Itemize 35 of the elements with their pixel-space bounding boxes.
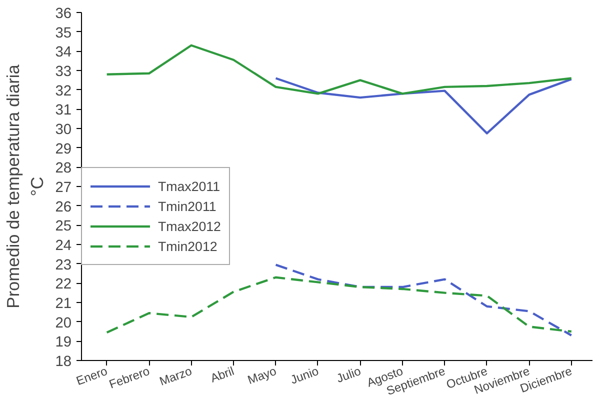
y-tick-label: 27 xyxy=(55,180,72,196)
legend-label: Tmin2011 xyxy=(158,198,216,214)
legend-label: Tmax2012 xyxy=(158,218,221,234)
y-tick-label: 32 xyxy=(55,83,72,100)
y-tick-label: 19 xyxy=(55,334,72,351)
y-tick-label: 30 xyxy=(55,122,72,138)
x-tick-label: Marzo xyxy=(158,364,194,388)
x-tick-label: Mayo xyxy=(246,364,278,388)
y-tick-label: 35 xyxy=(55,25,72,42)
x-tick-label: Junio xyxy=(288,364,321,387)
x-tick-label: Abril xyxy=(208,364,236,386)
x-tick-label: Enero xyxy=(74,364,110,388)
y-tick-label: 31 xyxy=(55,102,72,119)
y-tick-label: 29 xyxy=(55,141,72,158)
y-tick-label: 21 xyxy=(55,296,72,312)
y-tick-label: 24 xyxy=(55,238,72,254)
line-series xyxy=(274,264,572,336)
y-tick-label: 33 xyxy=(55,64,72,80)
y-tick-label: 23 xyxy=(55,257,72,274)
y-tick-label: 20 xyxy=(55,315,72,332)
y-tick-label: 25 xyxy=(55,218,72,235)
x-tick-label: Febrero xyxy=(107,364,152,392)
y-axis-title: Promedio de temperatura diaria °C xyxy=(3,64,48,308)
line-series xyxy=(106,44,572,95)
y-tick-label: 36 xyxy=(55,6,72,22)
y-tick-label: 18 xyxy=(55,354,72,370)
y-tick-label: 34 xyxy=(55,44,72,61)
line-series xyxy=(106,276,572,334)
legend-label: Tmin2012 xyxy=(158,238,218,254)
line-series xyxy=(274,77,572,134)
y-tick-label: 22 xyxy=(55,276,72,293)
y-tick-label: 26 xyxy=(55,199,72,216)
x-tick-label: Julio xyxy=(334,364,363,386)
legend-label: Tmax2011 xyxy=(158,178,220,194)
y-tick-label: 28 xyxy=(55,160,72,177)
